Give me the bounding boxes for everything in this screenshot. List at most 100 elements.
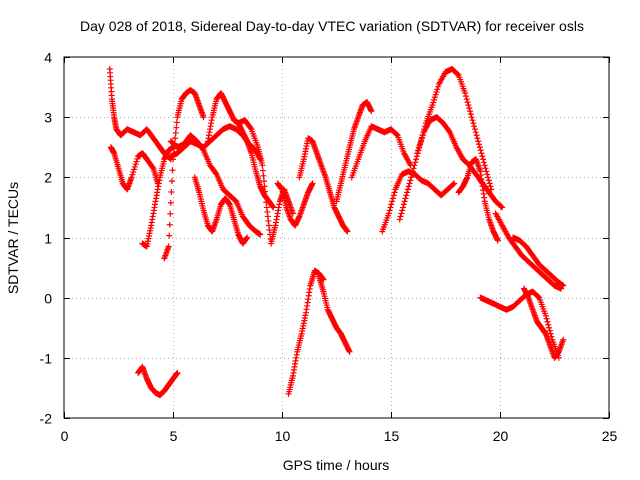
data-point xyxy=(464,99,471,106)
data-point xyxy=(260,172,267,179)
data-point xyxy=(446,128,453,135)
data-point xyxy=(409,168,416,175)
series-arc-12 xyxy=(285,267,327,397)
data-point xyxy=(259,162,266,169)
data-point xyxy=(309,180,316,187)
data-point xyxy=(346,348,353,355)
data-point xyxy=(399,204,406,211)
data-point xyxy=(404,189,411,196)
data-point xyxy=(560,336,567,343)
data-point xyxy=(414,150,421,157)
data-point xyxy=(400,201,407,208)
data-point xyxy=(462,93,469,100)
data-points xyxy=(106,66,567,399)
data-point xyxy=(480,156,487,163)
series-arc-9 xyxy=(204,90,277,211)
data-point xyxy=(166,221,173,228)
data-point xyxy=(167,210,174,217)
data-point xyxy=(476,144,483,151)
data-point xyxy=(498,203,505,210)
data-point xyxy=(128,174,135,181)
axis-ticks xyxy=(64,57,610,419)
data-point xyxy=(454,71,461,78)
data-point xyxy=(368,108,375,115)
data-point xyxy=(473,132,480,139)
data-point xyxy=(408,174,415,181)
series-arc-23 xyxy=(510,234,567,289)
series-arc-1 xyxy=(106,66,174,163)
data-point xyxy=(480,159,487,166)
data-point xyxy=(419,134,426,141)
data-point xyxy=(462,90,469,97)
data-point xyxy=(560,282,567,289)
data-point xyxy=(432,91,439,98)
data-point xyxy=(389,195,396,202)
data-point xyxy=(168,188,175,195)
series-arc-4 xyxy=(135,363,181,399)
data-point xyxy=(261,178,268,185)
plot-frame xyxy=(63,56,610,419)
series-arc-14 xyxy=(316,273,353,355)
data-point xyxy=(405,183,412,190)
data-point xyxy=(418,137,425,144)
series-arc-5 xyxy=(161,87,207,262)
data-point xyxy=(261,183,268,190)
data-point xyxy=(344,228,351,235)
data-point xyxy=(168,178,175,185)
data-point xyxy=(165,243,172,250)
y-tick-label: -2 xyxy=(40,411,53,427)
data-point xyxy=(390,192,397,199)
data-point xyxy=(471,126,478,133)
data-point xyxy=(399,207,406,214)
x-tick-label: 20 xyxy=(493,428,509,444)
data-point xyxy=(463,96,470,103)
data-point xyxy=(132,161,139,168)
data-point xyxy=(416,142,423,149)
data-point xyxy=(172,129,179,136)
data-point xyxy=(542,312,549,319)
series-arc-8 xyxy=(191,174,251,247)
data-point xyxy=(472,129,479,136)
data-point xyxy=(545,321,552,328)
data-point xyxy=(499,204,506,211)
series-arc-19 xyxy=(414,114,506,211)
data-point xyxy=(173,124,180,131)
data-point xyxy=(475,138,482,145)
data-point xyxy=(465,102,472,109)
data-point xyxy=(385,210,392,217)
series-arc-17 xyxy=(379,168,458,235)
data-point xyxy=(411,162,418,169)
x-tick-labels: 0 5 10 15 20 25 xyxy=(61,428,618,444)
data-point xyxy=(479,153,486,160)
data-point xyxy=(131,166,138,173)
y-tick-label: 0 xyxy=(44,291,52,307)
data-point xyxy=(451,180,458,187)
series-arc-20 xyxy=(455,156,501,244)
data-point xyxy=(402,195,409,202)
data-point xyxy=(406,180,413,187)
data-point xyxy=(468,114,475,121)
grid-lines xyxy=(64,57,609,418)
data-point xyxy=(434,86,441,93)
data-point xyxy=(481,162,488,169)
data-point xyxy=(478,150,485,157)
data-point xyxy=(467,108,474,115)
data-point xyxy=(482,165,489,172)
data-point xyxy=(486,180,493,187)
data-point xyxy=(412,159,419,166)
data-point xyxy=(450,181,457,188)
y-tick-label: 3 xyxy=(44,110,52,126)
data-point xyxy=(396,216,403,223)
y-tick-labels: -2 -1 0 1 2 3 4 xyxy=(40,50,53,427)
series-arc-11 xyxy=(274,180,316,229)
data-point xyxy=(389,198,396,205)
y-tick-label: 2 xyxy=(44,170,52,186)
series-arc-6 xyxy=(167,132,264,238)
data-point xyxy=(483,168,490,175)
data-point xyxy=(546,324,553,331)
x-tick-label: 15 xyxy=(384,428,400,444)
data-point xyxy=(167,199,174,206)
data-point xyxy=(174,369,181,376)
data-point xyxy=(417,139,424,146)
data-point xyxy=(166,232,173,239)
